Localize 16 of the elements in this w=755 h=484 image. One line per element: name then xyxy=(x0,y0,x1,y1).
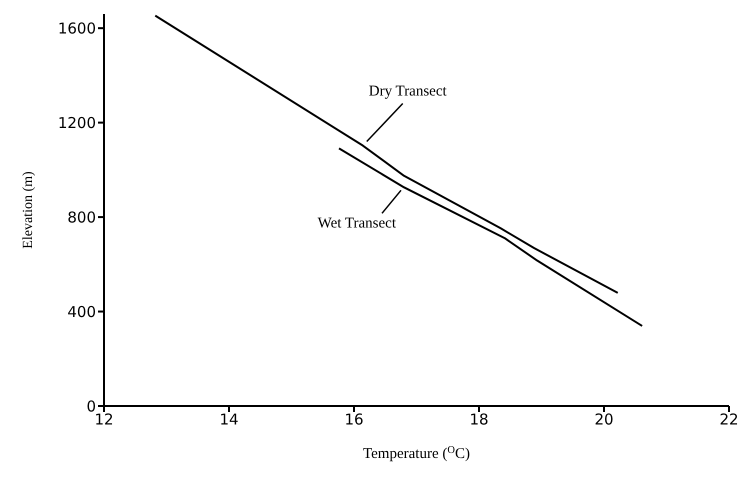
legend-label: Wet Transect xyxy=(318,215,397,232)
x-axis-title: Temperature ($^{O}$C) xyxy=(363,444,470,462)
x-tick-label: 22 xyxy=(719,410,739,429)
x-tick-label: 14 xyxy=(219,410,239,429)
y-tick-label: 400 xyxy=(67,302,96,321)
line-series xyxy=(154,14,619,294)
y-tick-label: 0 xyxy=(86,397,96,416)
y-tick-label: 1200 xyxy=(58,114,96,132)
text: Dry Transect xyxy=(368,84,448,100)
y-axis-title: Elevation (m) xyxy=(21,170,36,249)
x-tick-label: 18 xyxy=(469,410,489,429)
x-tick-label: 16 xyxy=(344,410,364,429)
y-tick-label: 1600 xyxy=(58,19,96,38)
y-tick-label: 800 xyxy=(67,208,96,226)
x-tick-label: 12 xyxy=(94,410,114,429)
x-tick-label: 20 xyxy=(594,410,614,429)
